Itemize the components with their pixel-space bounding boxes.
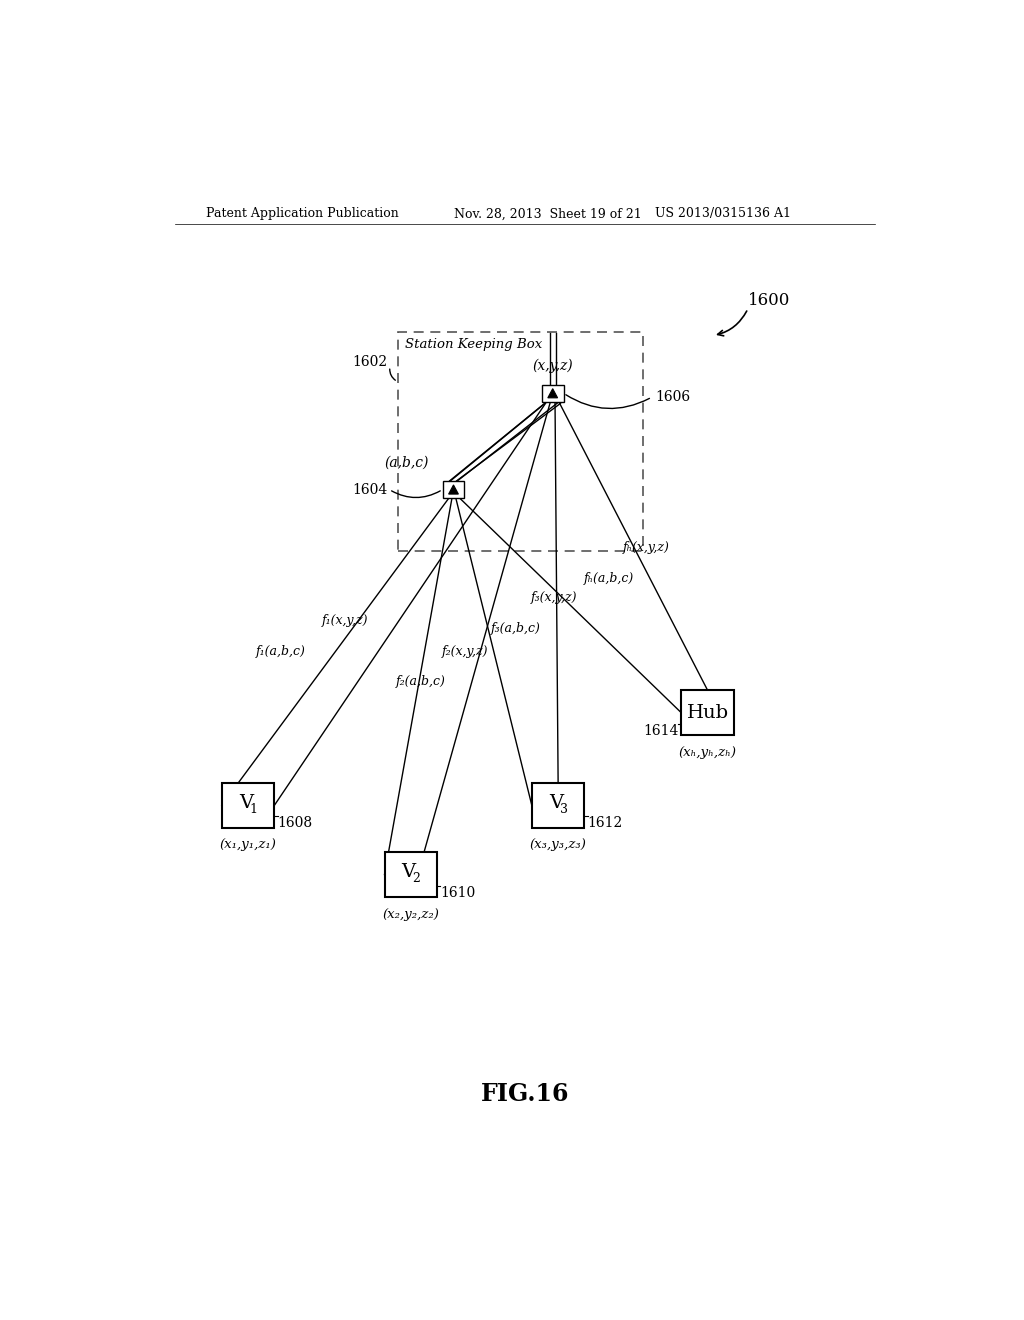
Text: 1614: 1614 <box>643 723 678 738</box>
Text: 1: 1 <box>250 803 258 816</box>
Text: V: V <box>239 793 253 812</box>
Text: 1610: 1610 <box>440 886 475 900</box>
Text: fₕ(a,b,c): fₕ(a,b,c) <box>584 572 634 585</box>
Text: 1606: 1606 <box>655 391 690 404</box>
Polygon shape <box>548 388 558 397</box>
Text: (x₃,y₃,z₃): (x₃,y₃,z₃) <box>529 838 587 851</box>
Bar <box>222 783 274 828</box>
Text: Station Keeping Box: Station Keeping Box <box>406 338 543 351</box>
Text: Nov. 28, 2013  Sheet 19 of 21: Nov. 28, 2013 Sheet 19 of 21 <box>454 207 641 220</box>
Text: f₃(x,y,z): f₃(x,y,z) <box>531 591 578 603</box>
Text: f₁(x,y,z): f₁(x,y,z) <box>322 614 369 627</box>
Text: 3: 3 <box>559 803 567 816</box>
Text: FIG.16: FIG.16 <box>480 1082 569 1106</box>
Text: 1608: 1608 <box>278 816 312 830</box>
Text: fₕ(x,y,z): fₕ(x,y,z) <box>623 541 670 554</box>
Text: 1600: 1600 <box>748 292 791 309</box>
Text: (xₕ,yₕ,zₕ): (xₕ,yₕ,zₕ) <box>679 746 736 759</box>
Text: f₃(a,b,c): f₃(a,b,c) <box>490 622 541 635</box>
Text: (x,y,z): (x,y,z) <box>532 359 573 374</box>
Text: (x₂,y₂,z₂): (x₂,y₂,z₂) <box>382 908 439 920</box>
Text: US 2013/0315136 A1: US 2013/0315136 A1 <box>655 207 791 220</box>
Text: f₁(a,b,c): f₁(a,b,c) <box>256 644 306 657</box>
Text: Patent Application Publication: Patent Application Publication <box>206 207 398 220</box>
Text: (a,b,c): (a,b,c) <box>385 455 429 470</box>
Bar <box>397 331 643 552</box>
Text: 2: 2 <box>413 871 420 884</box>
Text: Hub: Hub <box>687 704 729 722</box>
Text: V: V <box>401 863 416 882</box>
Bar <box>542 384 563 401</box>
Text: 1604: 1604 <box>352 483 388 496</box>
Bar <box>385 853 437 896</box>
Text: f₂(x,y,z): f₂(x,y,z) <box>442 644 488 657</box>
Text: 1612: 1612 <box>588 816 623 830</box>
Bar <box>531 783 585 828</box>
Bar <box>442 480 464 498</box>
Text: V: V <box>549 793 563 812</box>
Polygon shape <box>449 484 459 494</box>
Text: f₂(a,b,c): f₂(a,b,c) <box>395 676 445 689</box>
Text: (x₁,y₁,z₁): (x₁,y₁,z₁) <box>220 838 276 851</box>
Bar <box>681 690 734 735</box>
Text: 1602: 1602 <box>352 355 388 370</box>
